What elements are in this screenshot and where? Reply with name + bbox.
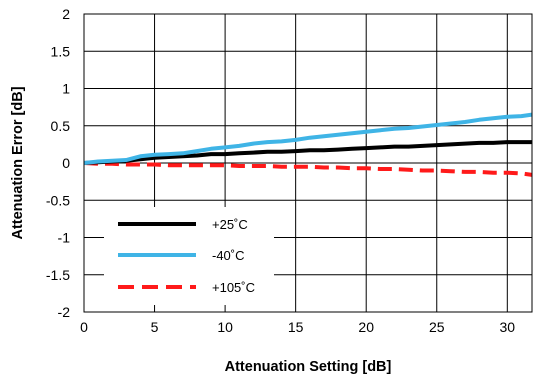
x-tick-label: 15 — [288, 319, 304, 335]
y-tick-label: 2 — [62, 6, 70, 22]
legend-label: +25˚C — [212, 217, 248, 232]
y-tick-label: 1.5 — [51, 43, 71, 59]
y-tick-label: -1.5 — [46, 267, 70, 283]
y-tick-label: -1 — [58, 230, 71, 246]
y-tick-label: -2 — [58, 304, 71, 320]
x-tick-label: 30 — [500, 319, 516, 335]
legend-label: -40˚C — [212, 248, 245, 263]
series-line — [83, 140, 532, 165]
y-tick-label: -0.5 — [46, 192, 70, 208]
x-tick-label: 10 — [217, 319, 233, 335]
tick-labels: 0 5 10 15 20 25 30 -2 -1.5 -1 -0.5 0 0.5 1 1.5 2 — [46, 6, 515, 335]
y-axis-title: Attenuation Error [dB] — [10, 86, 26, 239]
legend-label: +105˚C — [212, 280, 255, 295]
x-tick-label: 20 — [358, 319, 374, 335]
y-tick-label: 0 — [62, 155, 70, 171]
series-lines — [83, 112, 533, 177]
y-tick-label: 0.5 — [51, 118, 71, 134]
series-line — [83, 112, 533, 165]
x-tick-label: 5 — [151, 319, 159, 335]
x-tick-label: 25 — [429, 319, 445, 335]
x-axis-title: Attenuation Setting [dB] — [225, 359, 392, 375]
plot-border — [83, 13, 533, 313]
series-line — [83, 161, 533, 177]
x-tick-label: 0 — [80, 319, 88, 335]
y-tick-label: 1 — [62, 81, 70, 97]
legend: +25˚C -40˚C +105˚C — [104, 207, 274, 305]
